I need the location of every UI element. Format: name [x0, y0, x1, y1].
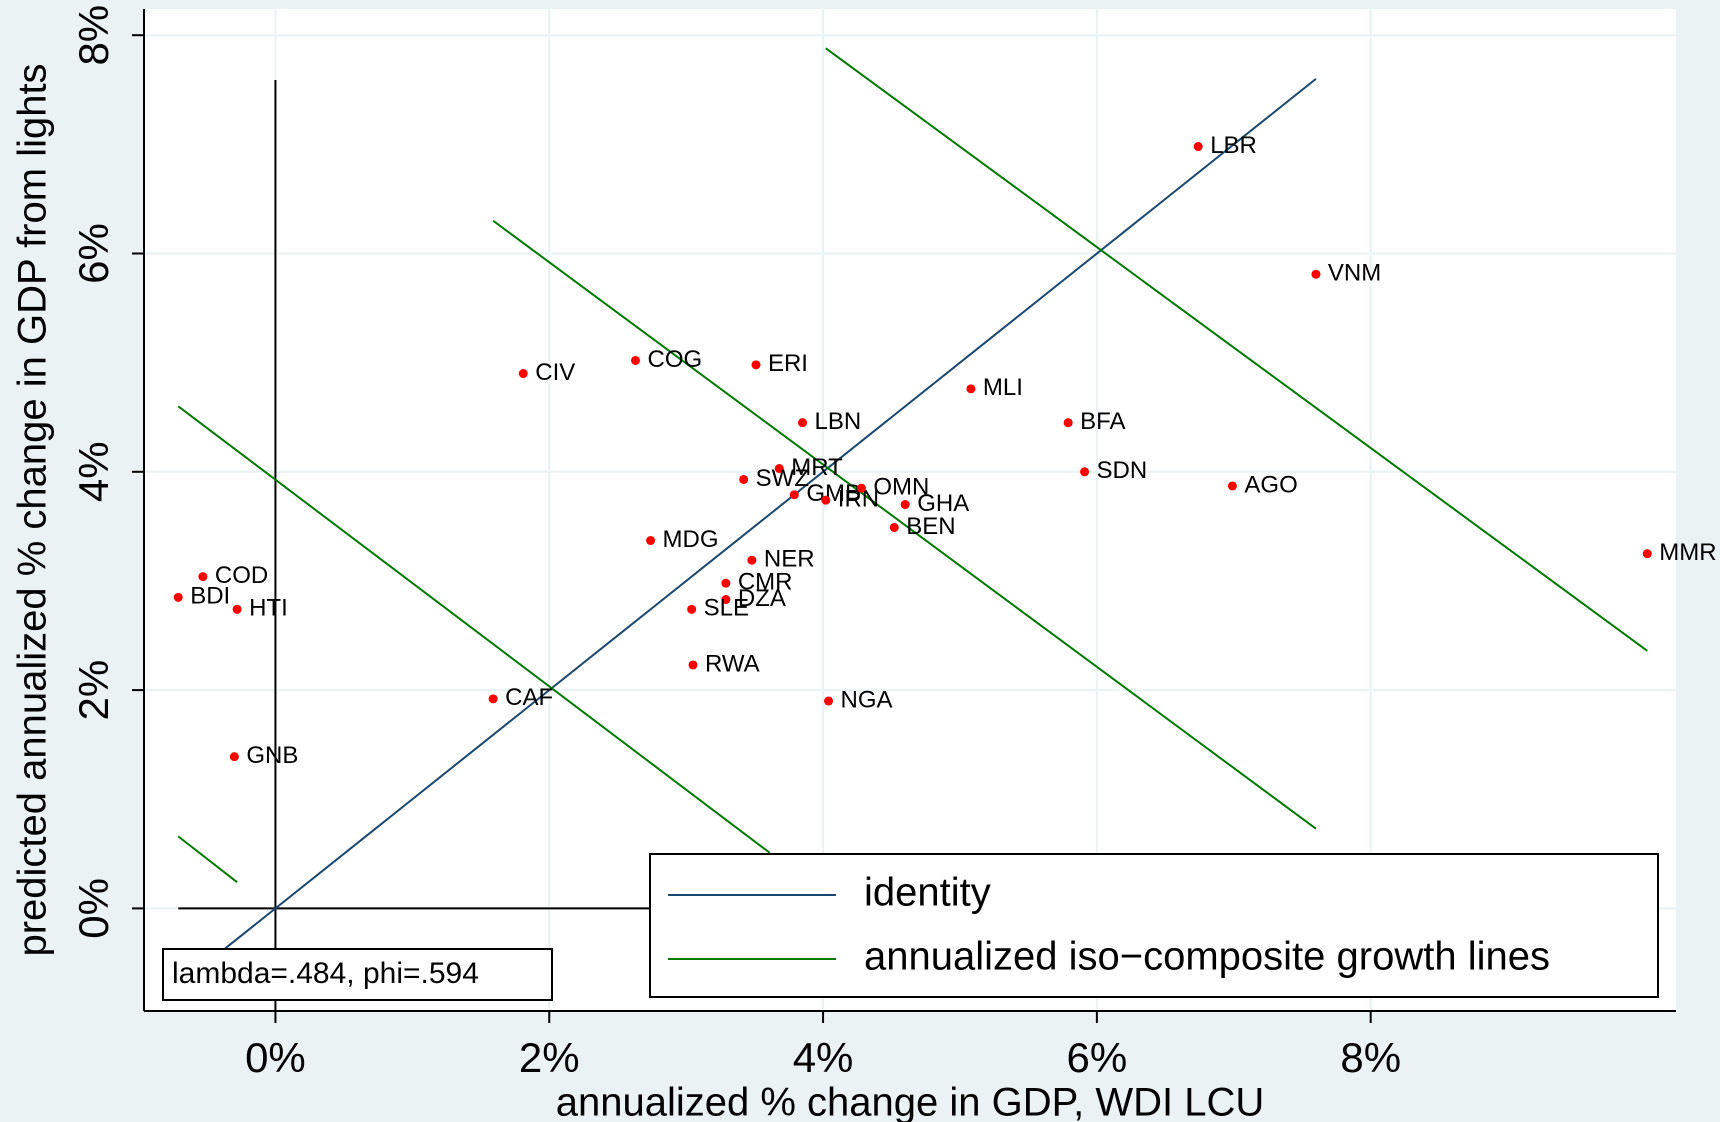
x-tick-label: 2%: [519, 1034, 580, 1081]
point: [198, 572, 208, 582]
point: [774, 464, 784, 474]
point: [821, 495, 831, 505]
point: [1080, 467, 1090, 477]
point: [688, 660, 698, 670]
annotation-box: [162, 948, 553, 1001]
annotation: lambda=.484, phi=.594: [172, 957, 479, 990]
y-tick-label: 8%: [70, 5, 117, 66]
point: [173, 592, 183, 602]
point: [518, 369, 528, 379]
y-tick-label: 2%: [70, 660, 117, 721]
legend-label: annualized iso−composite growth lines: [864, 935, 1550, 979]
point: [751, 360, 761, 370]
point-label: NER: [764, 546, 815, 573]
point-label: ERI: [768, 350, 808, 377]
point: [966, 384, 976, 394]
x-tick-label: 6%: [1067, 1034, 1128, 1081]
point-label: GNB: [246, 742, 298, 769]
point: [1063, 418, 1073, 428]
point: [1311, 269, 1321, 279]
legend-label: identity: [864, 871, 991, 915]
point-label: OMN: [873, 474, 929, 501]
point-label: AGO: [1244, 471, 1297, 498]
point: [824, 696, 834, 706]
plot-area: [144, 9, 1676, 1011]
point: [687, 604, 697, 614]
y-axis-title: predicted annualized % change in GDP fro…: [11, 63, 55, 956]
point: [789, 490, 799, 500]
point: [488, 694, 498, 704]
point-label: SDN: [1097, 457, 1148, 484]
point-label: LBN: [815, 408, 862, 435]
x-tick-label: 4%: [793, 1034, 854, 1081]
legend-box: [649, 853, 1659, 998]
point-label: LBR: [1210, 132, 1257, 159]
point: [1193, 142, 1203, 152]
x-axis-title: annualized % change in GDP, WDI LCU: [556, 1081, 1265, 1122]
point: [1227, 481, 1237, 491]
point: [229, 752, 239, 762]
point-label: MRT: [791, 454, 843, 481]
point: [798, 418, 808, 428]
point-label: COG: [647, 346, 702, 373]
x-tick-label: 8%: [1340, 1034, 1401, 1081]
y-tick-label: 6%: [70, 223, 117, 284]
point: [646, 536, 656, 546]
point: [739, 474, 749, 484]
point-label: MDG: [663, 526, 719, 553]
point-label: GHA: [917, 490, 969, 517]
point-label: SLE: [704, 595, 749, 622]
point-label: DZA: [738, 585, 786, 612]
point-label: BDI: [190, 583, 230, 610]
point-label: BFA: [1080, 408, 1125, 435]
point-label: MLI: [983, 374, 1023, 401]
point-label: CMR: [738, 568, 793, 595]
series-line: [220, 78, 1317, 953]
point: [747, 555, 757, 565]
point-label: GMB: [806, 480, 861, 507]
point-label: CAF: [505, 684, 553, 711]
point-label: SWZ: [756, 465, 809, 492]
point: [630, 355, 640, 365]
point-label: RWA: [705, 650, 760, 677]
series-line: [177, 47, 1648, 883]
point: [900, 500, 910, 510]
point-label: MMR: [1659, 539, 1716, 566]
point: [721, 578, 731, 588]
point-label: BEN: [906, 513, 955, 540]
point: [1642, 549, 1652, 559]
y-tick-label: 4%: [70, 441, 117, 502]
point-label: NGA: [841, 686, 893, 713]
point-label: COD: [215, 562, 268, 589]
point-label: VNM: [1328, 260, 1381, 287]
point: [721, 595, 731, 605]
y-tick-label: 0%: [70, 878, 117, 939]
x-tick-label: 0%: [245, 1034, 306, 1081]
point-label: HTI: [249, 595, 288, 622]
point: [232, 604, 242, 614]
point: [856, 483, 866, 493]
point-label: CIV: [535, 359, 575, 386]
point: [889, 522, 899, 532]
